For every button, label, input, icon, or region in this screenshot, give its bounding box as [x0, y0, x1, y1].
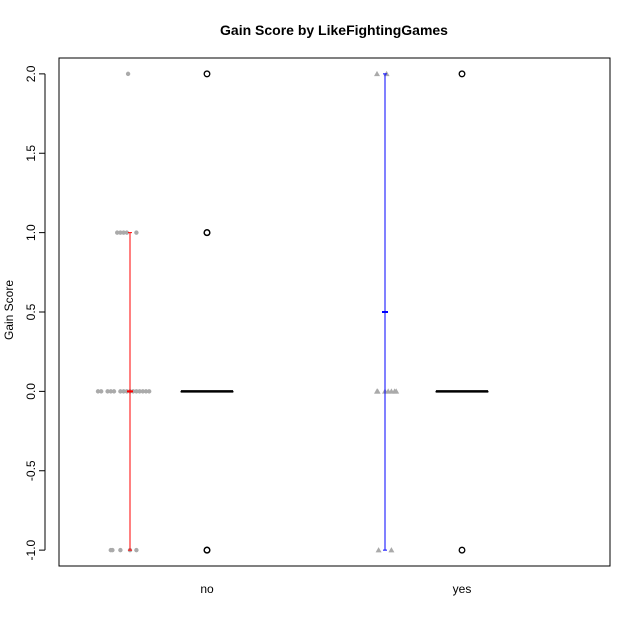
y-tick-label: 1.0 — [24, 224, 38, 241]
y-axis-label: Gain Score — [2, 280, 16, 340]
raw-point — [110, 547, 115, 553]
outlier-point — [458, 546, 466, 554]
raw-point — [147, 389, 152, 394]
raw-point — [99, 389, 104, 394]
outlier-point — [203, 70, 211, 78]
raw-point — [108, 389, 114, 394]
raw-point — [374, 388, 381, 394]
raw-point — [388, 547, 395, 553]
raw-point — [115, 230, 120, 235]
y-axis: -1.0 -0.5 0.0 0.5 1.0 1.5 2.0 — [24, 65, 46, 560]
chart-title: Gain Score by LikeFightingGames — [220, 22, 448, 38]
raw-point — [134, 230, 139, 235]
plot-frame — [58, 57, 611, 567]
boxplots — [180, 70, 489, 554]
raw-point — [121, 389, 126, 394]
outlier-point — [203, 229, 211, 237]
raw-point — [125, 71, 131, 77]
y-tick-label: 2.0 — [24, 65, 38, 82]
raw-point — [374, 70, 380, 77]
outlier-point — [203, 546, 211, 554]
raw-point — [134, 547, 139, 553]
raw-point — [124, 230, 129, 235]
raw-point — [118, 547, 123, 553]
raw-point — [121, 230, 126, 235]
mean-ci-bars — [127, 73, 388, 551]
raw-point — [375, 547, 382, 553]
raw-point — [134, 389, 139, 394]
raw-point — [118, 389, 123, 394]
raw-point — [124, 389, 129, 394]
raw-point — [143, 389, 149, 394]
raw-point — [137, 389, 142, 394]
raw-point — [111, 389, 117, 394]
y-tick-label: -0.5 — [24, 460, 38, 481]
outlier-point — [458, 70, 466, 78]
x-axis: no yes — [200, 582, 471, 596]
raw-point — [118, 230, 123, 235]
raw-points — [95, 70, 400, 553]
x-tick-label-no: no — [200, 582, 214, 596]
x-tick-label-yes: yes — [453, 582, 472, 596]
y-tick-label: 0.5 — [24, 303, 38, 320]
y-tick-label: -1.0 — [24, 539, 38, 560]
raw-point — [131, 389, 136, 394]
raw-point — [95, 389, 101, 394]
y-tick-label: 0.0 — [24, 383, 38, 400]
raw-point — [105, 389, 110, 394]
y-tick-label: 1.5 — [24, 145, 38, 162]
raw-point — [140, 389, 145, 394]
raw-point — [393, 388, 400, 394]
